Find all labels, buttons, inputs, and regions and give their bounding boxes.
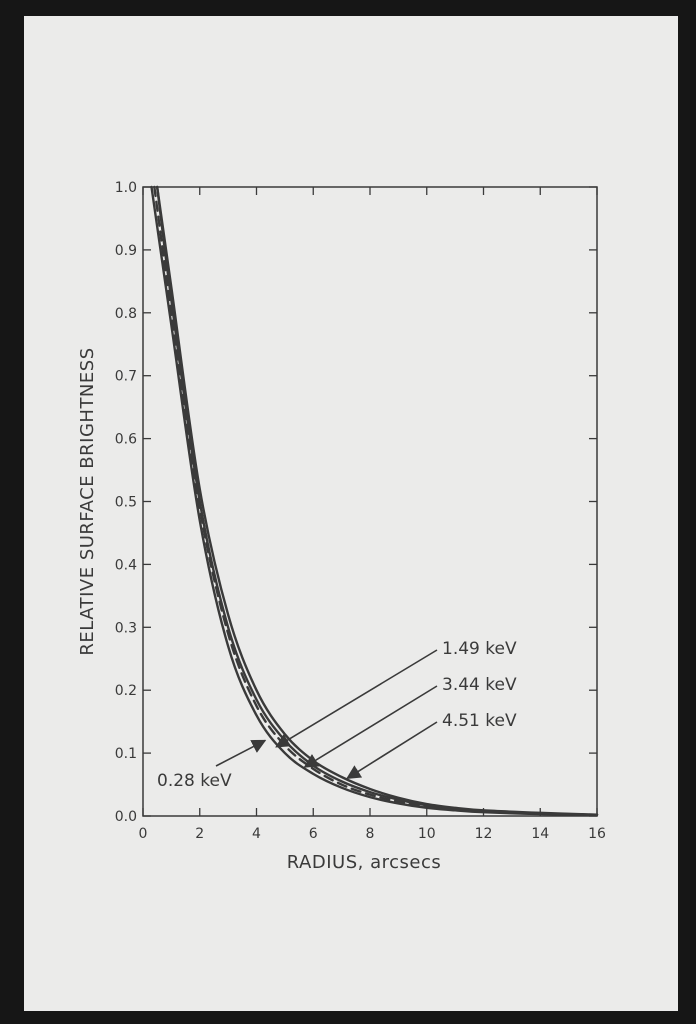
annotation-label-3-44-kev: 3.44 keV — [442, 675, 517, 695]
y-tick-label: 0.1 — [115, 746, 137, 762]
x-axis: 0 2 4 6 8 10 12 14 16 — [139, 187, 606, 842]
x-tick-label: 0 — [139, 826, 148, 842]
annotations: 1.49 keV 3.44 keV 4.51 keV 0.28 keV — [157, 639, 517, 791]
series-line-4-51-kev — [155, 185, 599, 816]
series-line-1-49-kev — [153, 185, 599, 816]
series-line-0-28-kev — [150, 185, 599, 816]
y-tick-label: 1.0 — [115, 180, 137, 196]
y-tick-label: 0.4 — [115, 557, 137, 573]
y-tick-label: 0.6 — [115, 432, 137, 448]
y-tick-label: 0.0 — [115, 809, 137, 825]
x-axis-title: RADIUS, arcsecs — [287, 852, 441, 873]
x-tick-label: 14 — [531, 826, 549, 842]
x-tick-label: 16 — [588, 826, 606, 842]
x-tick-label: 6 — [309, 826, 318, 842]
y-tick-label: 0.8 — [115, 306, 137, 322]
x-tick-label: 2 — [195, 826, 204, 842]
x-tick-label: 4 — [252, 826, 261, 842]
y-tick-label: 0.2 — [115, 683, 137, 699]
annotation-arrow-4-51-kev — [346, 721, 438, 780]
y-tick-label: 0.3 — [115, 620, 137, 636]
y-tick-label: 0.9 — [115, 243, 137, 259]
slide-card — [24, 16, 678, 1011]
series-lines — [150, 185, 599, 816]
x-tick-label: 12 — [475, 826, 493, 842]
annotation-label-4-51-kev: 4.51 keV — [442, 711, 517, 731]
annotation-arrow-3-44-kev — [303, 685, 438, 768]
x-tick-label: 10 — [418, 826, 436, 842]
y-axis: 0.0 0.1 0.2 0.3 0.4 0.5 0.6 0.7 0.8 0.9 1.0 — [115, 180, 597, 825]
plot-frame — [142, 186, 598, 817]
annotation-arrow-1-49-kev — [275, 649, 438, 748]
y-axis-title: RELATIVE SURFACE BRIGHTNESS — [77, 347, 98, 655]
x-tick-label: 8 — [366, 826, 375, 842]
series-line-3-44-kev — [155, 185, 599, 816]
annotation-label-0-28-kev: 0.28 keV — [157, 771, 232, 791]
y-tick-label: 0.7 — [115, 369, 137, 385]
annotation-arrow-0-28-kev — [215, 739, 267, 767]
annotation-label-1-49-kev: 1.49 keV — [442, 639, 517, 659]
y-tick-label: 0.5 — [115, 495, 137, 511]
